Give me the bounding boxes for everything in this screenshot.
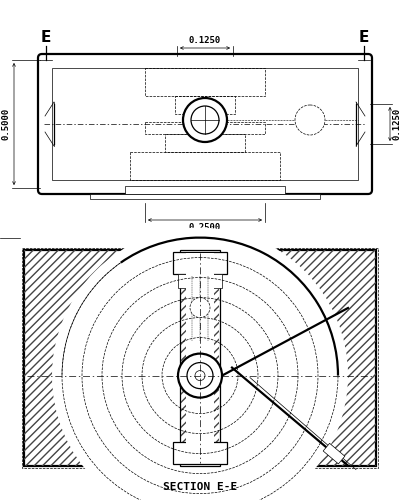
Bar	[189, 112, 221, 122]
Bar	[165, 134, 245, 152]
Circle shape	[295, 105, 325, 135]
Polygon shape	[323, 444, 345, 464]
Circle shape	[183, 98, 227, 142]
Bar	[175, 96, 235, 114]
Bar	[125, 186, 285, 194]
Bar	[52, 68, 358, 180]
Circle shape	[191, 106, 219, 134]
Circle shape	[187, 362, 213, 388]
Circle shape	[52, 228, 348, 500]
Text: E: E	[359, 30, 369, 46]
Text: 0.5000: 0.5000	[2, 108, 11, 140]
Bar	[181, 253, 219, 463]
Circle shape	[178, 354, 222, 398]
Bar	[173, 252, 227, 274]
Bar	[186, 253, 214, 463]
Bar	[22, 248, 378, 468]
Text: 0.2500: 0.2500	[189, 223, 221, 232]
Circle shape	[195, 370, 205, 380]
Bar	[173, 442, 227, 464]
Bar	[130, 152, 280, 180]
Bar	[178, 274, 222, 288]
Bar	[24, 250, 376, 466]
Text: SECTION E-E: SECTION E-E	[163, 482, 237, 492]
Circle shape	[190, 298, 210, 318]
Bar	[180, 250, 220, 466]
Text: E: E	[41, 30, 51, 46]
Bar	[145, 68, 265, 96]
Bar	[90, 194, 320, 199]
Text: 0.1250: 0.1250	[189, 36, 221, 45]
Text: 0.1250: 0.1250	[393, 108, 400, 140]
FancyBboxPatch shape	[38, 54, 372, 194]
Bar	[24, 250, 376, 466]
Bar	[145, 122, 265, 134]
